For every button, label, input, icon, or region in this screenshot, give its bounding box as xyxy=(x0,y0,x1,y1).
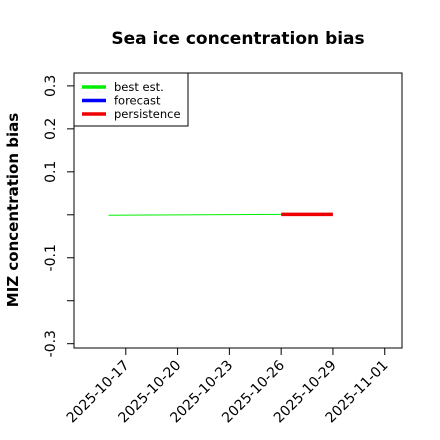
plot-frame xyxy=(73,72,403,349)
y-tick-label: -0.1 xyxy=(43,244,59,271)
y-tick-label: 0.3 xyxy=(43,75,59,97)
y-tick-label: 0.2 xyxy=(43,118,59,140)
chart-title: Sea ice concentration bias xyxy=(111,29,364,49)
legend-label: best est. xyxy=(114,80,164,94)
legend-label: persistence xyxy=(114,107,181,121)
y-tick-label: 0.1 xyxy=(43,161,59,183)
y-tick-label: -0.3 xyxy=(43,330,59,357)
series-line-best-est- xyxy=(108,213,282,216)
series-layer xyxy=(108,212,333,217)
legend-label: forecast xyxy=(114,94,161,108)
y-axis-label: MIZ concentration bias xyxy=(4,113,22,307)
